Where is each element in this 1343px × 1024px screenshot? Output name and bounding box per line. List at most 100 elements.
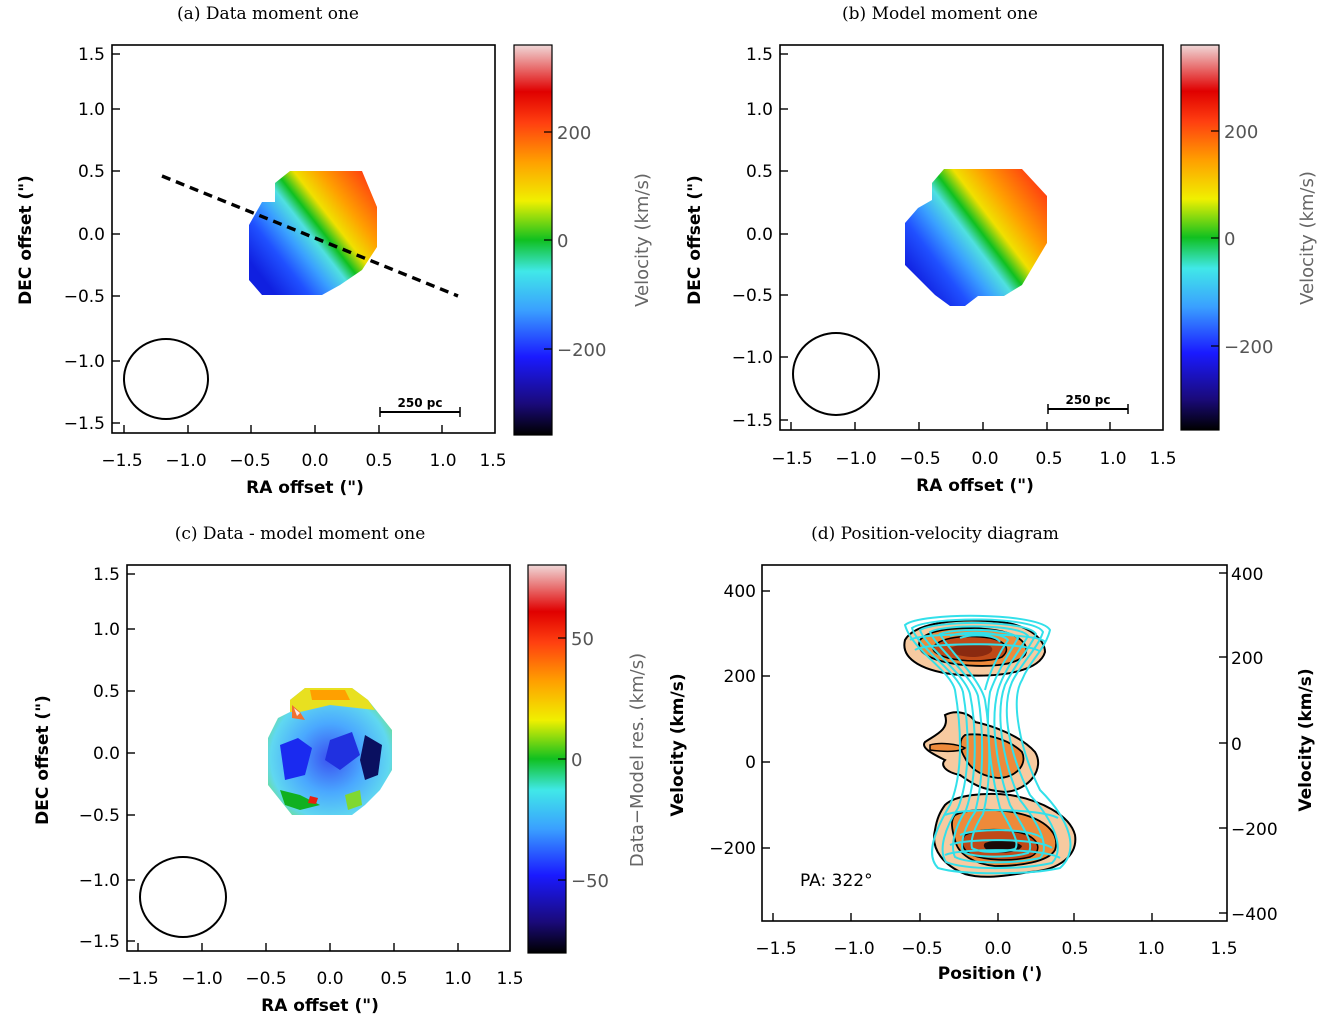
panel-c-beam xyxy=(139,856,227,938)
xtick-label: 0.5 xyxy=(1035,449,1062,469)
xtick-label: 0.0 xyxy=(316,969,343,989)
ytick-label: 0.0 xyxy=(746,225,773,245)
ytick-label: −1.5 xyxy=(79,932,120,952)
ytick-label: 1.0 xyxy=(93,620,120,640)
xtick-label: 1.0 xyxy=(1099,449,1126,469)
panel-b-title: (b) Model moment one xyxy=(842,4,1038,24)
xtick-label: 0.5 xyxy=(365,451,392,471)
ytick-label: 200 xyxy=(1231,649,1263,669)
ytick-label: 1.5 xyxy=(93,565,120,585)
panel-b: (b) Model moment one −1.5 −1.0 −0.5 0.0 … xyxy=(685,4,1318,496)
xtick-label: −1.0 xyxy=(165,451,206,471)
panel-a-cbtick: 0 xyxy=(557,231,568,252)
panel-a-scalebar-label: 250 pc xyxy=(398,396,443,410)
xtick-label: −0.5 xyxy=(899,449,940,469)
xtick-label: 1.0 xyxy=(429,451,456,471)
panel-c: (c) Data - model moment one −1.5 −1.0 −0… xyxy=(33,524,648,1016)
panel-c-residual-map xyxy=(268,688,392,815)
xtick-label: −1.0 xyxy=(181,969,222,989)
panel-c-xlabel: RA offset (") xyxy=(261,996,379,1016)
panel-c-cbtick: 0 xyxy=(571,750,582,771)
panel-b-beam xyxy=(792,332,880,416)
panel-d-yticklabels-right: 400 200 0 −200 −400 xyxy=(1231,565,1278,925)
xtick-label: 1.5 xyxy=(1210,939,1237,959)
panel-b-cblabel: Velocity (km/s) xyxy=(1297,171,1318,305)
ytick-label: 1.0 xyxy=(746,100,773,120)
ytick-label: −0.5 xyxy=(732,286,773,306)
ytick-label: 0.5 xyxy=(93,682,120,702)
ytick-label: 0.0 xyxy=(93,744,120,764)
xtick-label: 0.5 xyxy=(380,969,407,989)
panel-a-cbtick: −200 xyxy=(557,340,606,361)
ytick-label: −1.0 xyxy=(64,352,105,372)
xtick-label: −1.0 xyxy=(833,939,874,959)
ytick-label: 1.5 xyxy=(746,45,773,65)
ytick-label: −400 xyxy=(1231,905,1278,925)
xtick-label: −1.5 xyxy=(771,449,812,469)
panel-a-cbtick: 200 xyxy=(557,123,591,144)
panel-a: (a) Data moment one −1.5 −1.0 −0.5 0.0 0… xyxy=(16,4,653,498)
panel-b-xlabel: RA offset (") xyxy=(916,476,1034,496)
xtick-label: 0.0 xyxy=(301,451,328,471)
panel-a-yticklabels: 1.5 1.0 0.5 0.0 −0.5 −1.0 −1.5 xyxy=(64,45,105,434)
panel-a-cblabel: Velocity (km/s) xyxy=(632,173,653,307)
panel-a-ylabel: DEC offset (") xyxy=(16,175,36,305)
xtick-label: 1.0 xyxy=(444,969,471,989)
ytick-label: −1.5 xyxy=(732,411,773,431)
panel-c-cblabel: Data−Model res. (km/s) xyxy=(627,653,648,867)
panel-a-title: (a) Data moment one xyxy=(177,4,359,24)
panel-c-frame xyxy=(126,564,511,952)
ytick-label: −200 xyxy=(1231,820,1278,840)
panel-d-title: (d) Position-velocity diagram xyxy=(811,524,1059,544)
xtick-label: −1.0 xyxy=(835,449,876,469)
xtick-label: 1.5 xyxy=(496,969,523,989)
panel-d: (d) Position-velocity diagram −1.5 −1.0 … xyxy=(668,524,1316,984)
ytick-label: −200 xyxy=(709,839,756,859)
xtick-label: −0.5 xyxy=(245,969,286,989)
panel-c-ylabel: DEC offset (") xyxy=(33,695,53,825)
ytick-label: 1.0 xyxy=(78,100,105,120)
panel-c-cbtick: −50 xyxy=(571,871,609,892)
ytick-label: 0 xyxy=(1231,735,1242,755)
ytick-label: 400 xyxy=(1231,565,1263,585)
panel-b-cbtick: 200 xyxy=(1224,122,1258,143)
xtick-label: −0.5 xyxy=(901,939,942,959)
panel-b-cbtick: −200 xyxy=(1224,337,1273,358)
xtick-label: 0.0 xyxy=(984,939,1011,959)
ytick-label: 1.5 xyxy=(78,45,105,65)
xtick-label: 1.5 xyxy=(1149,449,1176,469)
panel-d-yticklabels-left: 400 200 0 −200 xyxy=(709,582,756,859)
panel-d-pv-model xyxy=(903,614,1072,875)
xtick-label: −1.5 xyxy=(117,969,158,989)
panel-a-velocity-map xyxy=(249,171,377,295)
ytick-label: 400 xyxy=(724,582,756,602)
xtick-label: −1.5 xyxy=(755,939,796,959)
panel-b-velocity-map xyxy=(905,169,1047,306)
ytick-label: 0.5 xyxy=(78,162,105,182)
panel-d-ylabel: Velocity (km/s) xyxy=(668,673,688,816)
ytick-label: −1.5 xyxy=(64,414,105,434)
panel-d-ylabel-right: Velocity (km/s) xyxy=(1296,668,1316,811)
panel-b-xticklabels: −1.5 −1.0 −0.5 0.0 0.5 1.0 1.5 xyxy=(771,449,1176,469)
panel-a-ticks xyxy=(112,53,443,433)
xtick-label: 1.5 xyxy=(479,451,506,471)
panel-a-beam xyxy=(123,338,209,420)
panel-d-xlabel: Position (') xyxy=(938,964,1042,984)
ytick-label: −0.5 xyxy=(64,287,105,307)
panel-d-xticklabels: −1.5 −1.0 −0.5 0.0 0.5 1.0 1.5 xyxy=(755,939,1237,959)
ytick-label: 0.0 xyxy=(78,225,105,245)
xtick-label: −0.5 xyxy=(229,451,270,471)
panel-d-pa-annotation: PA: 322° xyxy=(800,871,873,891)
panel-b-scalebar-label: 250 pc xyxy=(1066,393,1111,407)
panel-b-yticklabels: 1.5 1.0 0.5 0.0 −0.5 −1.0 −1.5 xyxy=(732,45,773,431)
ytick-label: −1.0 xyxy=(79,871,120,891)
xtick-label: 0.0 xyxy=(971,449,998,469)
panel-a-xlabel: RA offset (") xyxy=(246,478,364,498)
panel-b-cbtick: 0 xyxy=(1224,229,1235,250)
panel-b-frame xyxy=(779,44,1164,431)
xtick-label: 1.0 xyxy=(1137,939,1164,959)
ytick-label: −1.0 xyxy=(732,348,773,368)
ytick-label: 0.5 xyxy=(746,162,773,182)
panel-c-title: (c) Data - model moment one xyxy=(175,524,426,544)
